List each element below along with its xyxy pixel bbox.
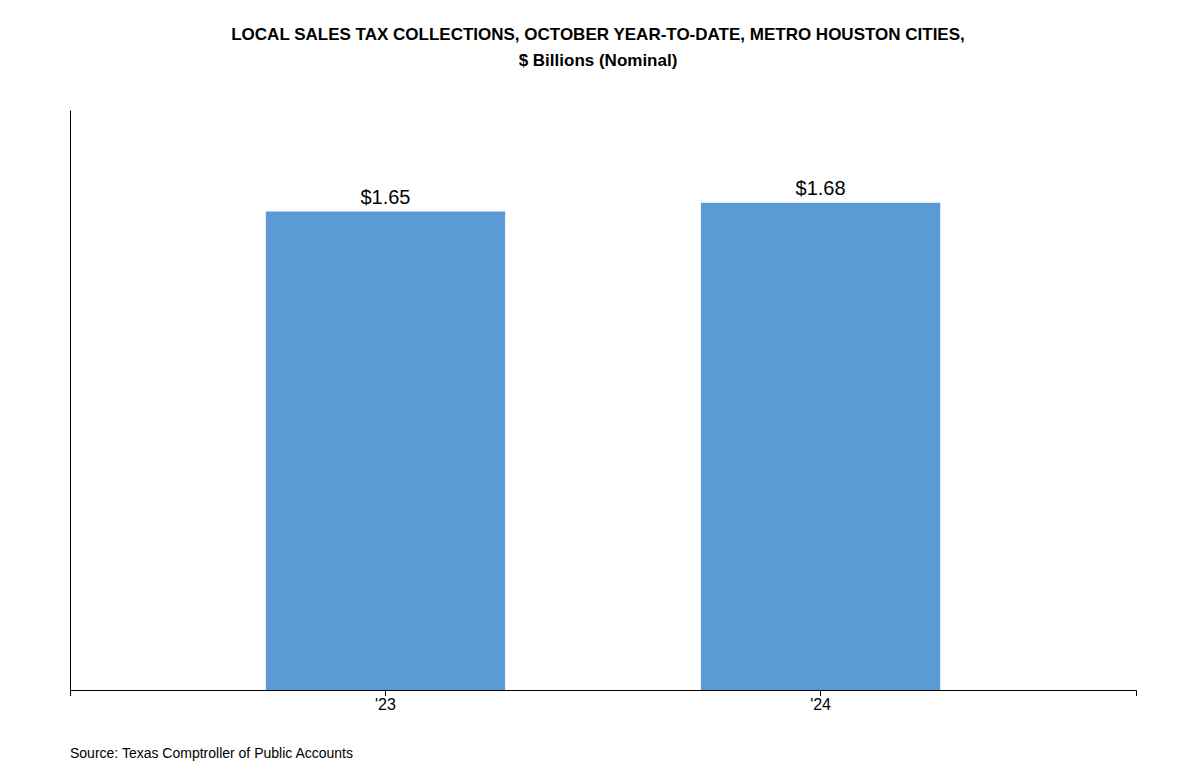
plot: '23 '24 $1.65 $1.68 xyxy=(71,111,1137,714)
bar xyxy=(701,203,940,690)
x-axis-line xyxy=(71,691,1137,697)
title: LOCAL SALES TAX COLLECTIONS, OCTOBER YEA… xyxy=(231,25,965,44)
bar xyxy=(266,212,505,691)
y-axis-line xyxy=(70,111,71,691)
x-tick-label: '24 xyxy=(810,696,831,713)
chart: LOCAL SALES TAX COLLECTIONS, OCTOBER YEA… xyxy=(0,0,1196,780)
data-label: $1.68 xyxy=(796,177,846,199)
x-tick-mark xyxy=(820,690,821,696)
data-labels: $1.65 $1.68 xyxy=(360,177,845,208)
data-label: $1.65 xyxy=(360,186,410,208)
x-axis: '23 '24 xyxy=(71,690,1137,713)
x-tick-label: '23 xyxy=(375,696,396,713)
source: Source: Texas Comptroller of Public Acco… xyxy=(70,745,353,761)
x-tick-mark xyxy=(385,690,386,696)
x-tick: '23 xyxy=(375,690,396,713)
bars xyxy=(266,203,940,690)
x-tick: '24 xyxy=(810,690,831,713)
subtitle: $ Billions (Nominal) xyxy=(519,51,678,70)
y-axis xyxy=(70,111,71,691)
